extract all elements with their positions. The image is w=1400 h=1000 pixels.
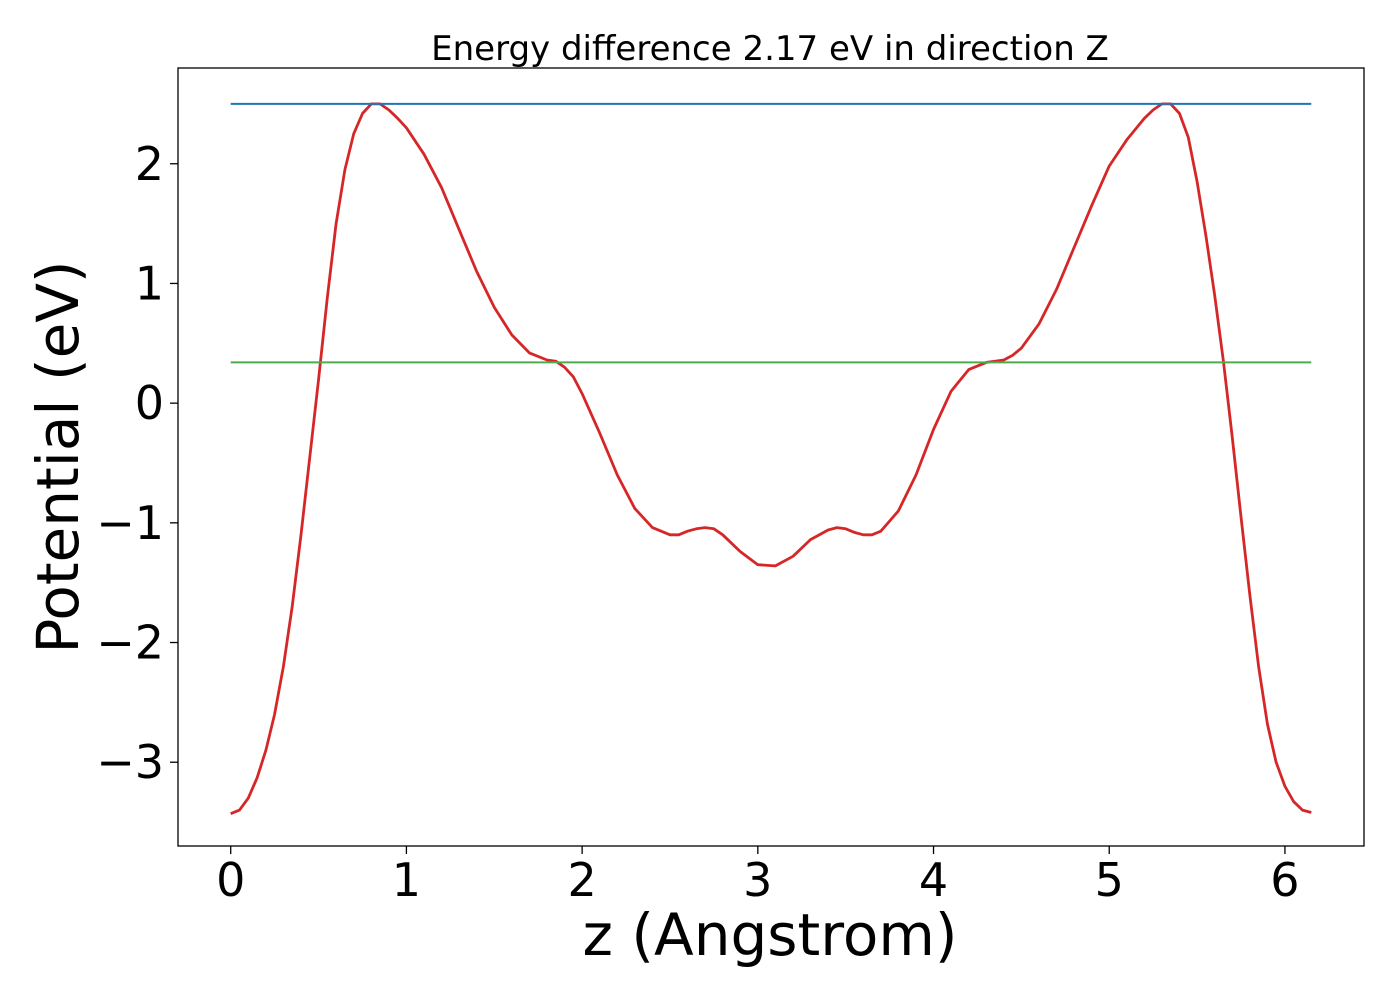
x-tick-label: 5 [1095,853,1124,907]
potential-curve [230,102,1312,815]
x-axis: 0 1 2 3 4 5 6 [216,846,1300,907]
x-tick-label: 3 [743,853,772,907]
y-axis: −3 −2 −1 0 1 2 [96,137,178,789]
y-tick-label: 2 [135,137,164,191]
y-axis-label: Potential (eV) [24,260,92,653]
x-tick-label: 0 [216,853,245,907]
y-tick-label: 0 [135,376,164,430]
chart-title: Energy difference 2.17 eV in direction Z [431,29,1109,69]
y-tick-label: −3 [96,735,164,789]
x-tick-label: 6 [1270,853,1299,907]
y-tick-label: 1 [135,256,164,310]
y-tick-label: −2 [96,616,164,670]
x-tick-label: 2 [567,853,596,907]
x-tick-label: 4 [919,853,948,907]
x-tick-label: 1 [392,853,421,907]
y-tick-label: −1 [96,496,164,550]
plot-frame [177,67,1365,847]
plot-area [230,102,1312,815]
x-axis-label: z (Angstrom) [583,901,958,969]
